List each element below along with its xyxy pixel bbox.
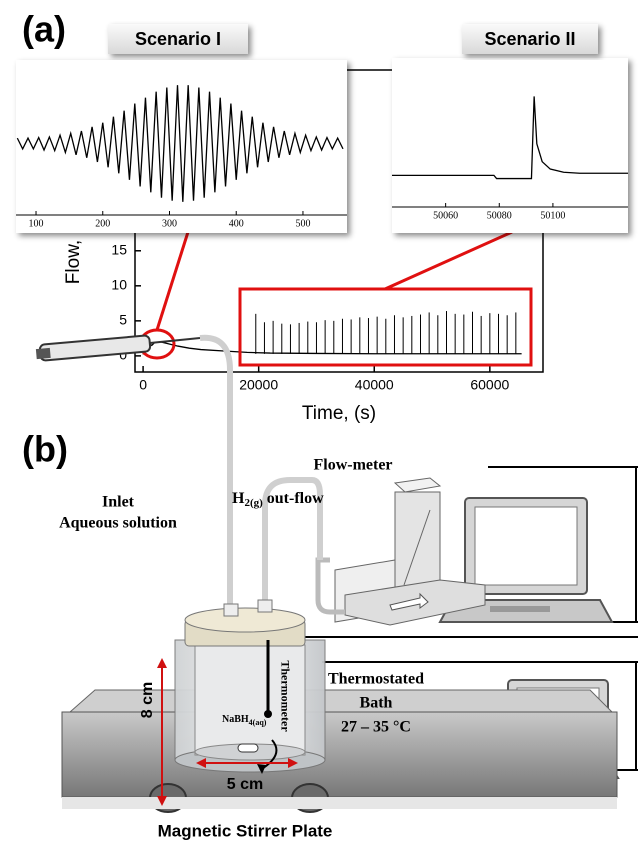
y-axis-label: Flow, xyxy=(63,240,84,284)
data-line xyxy=(142,341,522,355)
label: NaBH4(aq) xyxy=(222,714,267,727)
arrowhead xyxy=(288,758,298,768)
subscript: 2(g) xyxy=(244,497,263,509)
y-tick-label: 15 xyxy=(111,241,127,257)
label: Flow-meter xyxy=(313,457,392,474)
panel-label: (a) xyxy=(22,9,66,50)
data-line xyxy=(392,96,628,180)
inset-chart: 100 200 300 400 500 xyxy=(16,60,347,233)
x-tick-label: 50080 xyxy=(487,210,512,221)
syringe xyxy=(35,334,323,606)
inset-frame xyxy=(16,60,347,233)
main-chart: 0 20000 40000 60000 0 5 10 15 Time, (s) Flow, xyxy=(63,69,544,424)
label: Thermometer xyxy=(278,660,292,732)
y-tick-label: 0 xyxy=(119,347,127,363)
label: 27 – 35 °C xyxy=(341,719,411,736)
label: NaBH xyxy=(222,714,249,725)
panel-label: (b) xyxy=(22,429,68,470)
inset-title: Scenario I xyxy=(135,29,221,49)
x-tick-label: 0 xyxy=(139,377,147,393)
label: Magnetic Stirrer Plate xyxy=(158,821,333,840)
label: Bath xyxy=(360,695,393,712)
label: H2(g) out-flow xyxy=(232,490,324,509)
arrowhead xyxy=(157,796,167,806)
x-tick-label: 400 xyxy=(229,218,244,229)
x-axis-label: Time, (s) xyxy=(302,403,376,424)
x-tick-label: 500 xyxy=(295,218,310,229)
subscript: 4(aq) xyxy=(249,718,267,727)
x-tick-label: 200 xyxy=(95,218,110,229)
diagram: (b) xyxy=(22,334,638,840)
x-tick-label: 20000 xyxy=(239,377,278,393)
label: 8 cm xyxy=(139,682,156,718)
y-tick-label: 5 xyxy=(119,312,127,328)
label: H xyxy=(232,490,245,507)
annotations xyxy=(138,230,533,367)
x-tick-label: 40000 xyxy=(355,377,394,393)
inset-chart: 50060 50080 50100 xyxy=(392,58,628,233)
x-tick-label: 300 xyxy=(162,218,177,229)
label: Inlet xyxy=(102,494,135,511)
inset-frame xyxy=(392,58,628,233)
flow-meter xyxy=(315,477,486,626)
label: out-flow xyxy=(263,490,324,507)
inset-title: Scenario II xyxy=(484,29,575,49)
title-box xyxy=(462,24,598,54)
label: 5 cm xyxy=(227,776,263,793)
label: Thermostated xyxy=(328,671,424,688)
data-line xyxy=(16,85,344,202)
connector xyxy=(384,230,513,291)
y-tick-label: 10 xyxy=(111,277,127,293)
title-box xyxy=(108,24,248,54)
label: Aqueous solution xyxy=(59,515,177,532)
arrowhead xyxy=(157,658,167,668)
x-tick-label: 50060 xyxy=(433,210,458,221)
connector xyxy=(155,231,190,331)
beaker xyxy=(174,599,326,774)
arrowhead xyxy=(196,758,206,768)
x-tick-label: 50100 xyxy=(540,210,565,221)
x-tick-label: 100 xyxy=(29,218,44,229)
x-tick-label: 60000 xyxy=(470,377,509,393)
